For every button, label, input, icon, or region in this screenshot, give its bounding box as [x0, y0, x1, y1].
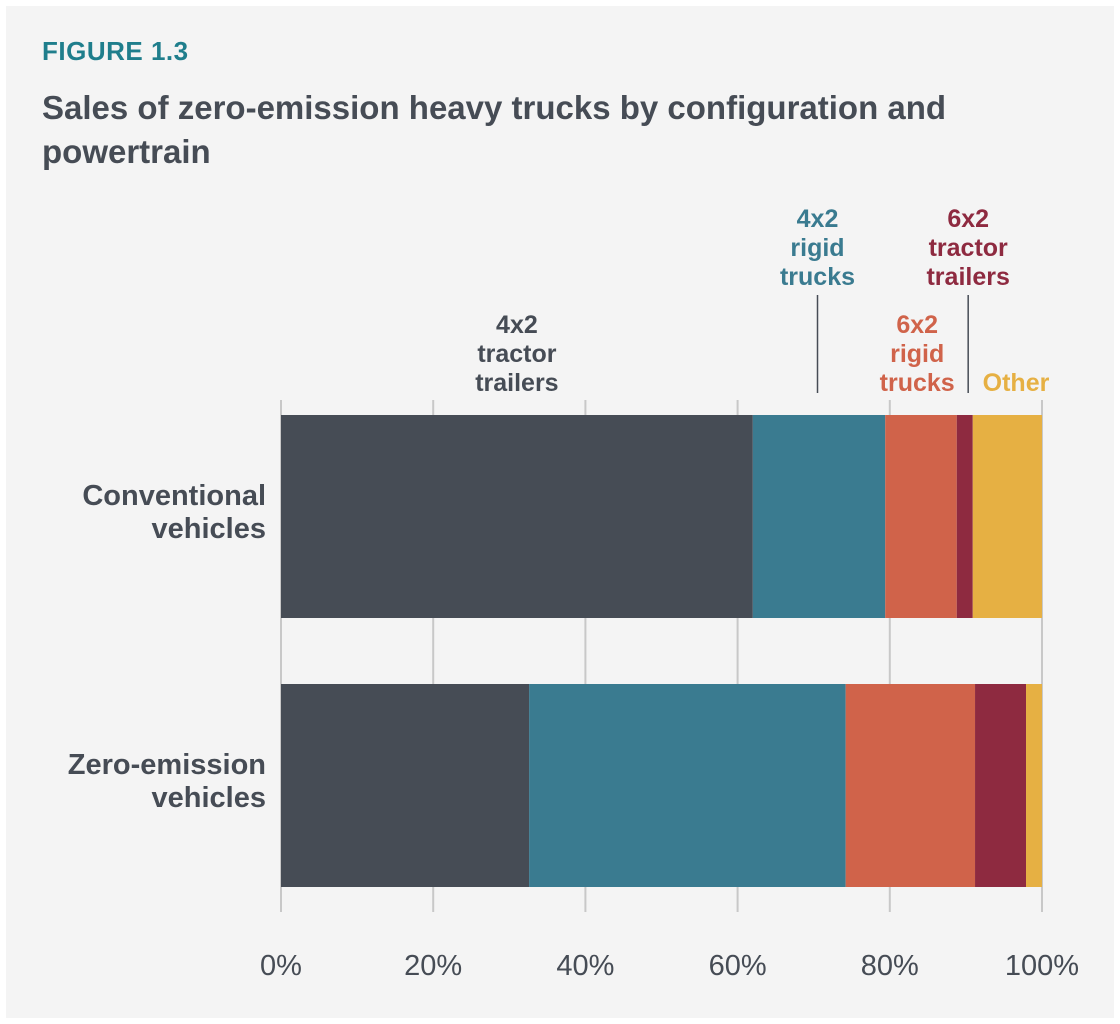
x-tick-label-3: 60% — [709, 950, 767, 982]
category-label-0: Conventional vehicles — [82, 480, 266, 545]
bar-segment-1-2 — [845, 684, 976, 887]
series-label-4: Other — [983, 369, 1050, 397]
x-tick-label-2: 40% — [556, 950, 614, 982]
x-tick-label-5: 100% — [1005, 950, 1079, 982]
series-label-1: 4x2 rigid trucks — [780, 205, 855, 291]
bar-segment-0-0 — [281, 415, 753, 618]
bar-segment-0-4 — [972, 415, 1042, 618]
figure-label: FIGURE 1.3 — [42, 36, 189, 66]
bar-segment-1-3 — [975, 684, 1027, 887]
series-label-3: 6x2 tractor trailers — [926, 205, 1009, 291]
chart-title: Sales of zero-emission heavy trucks by c… — [42, 89, 947, 170]
bar-segment-0-2 — [885, 415, 957, 618]
bar-segment-1-4 — [1026, 684, 1042, 887]
bar-segment-0-1 — [752, 415, 886, 618]
series-label-2: 6x2 rigid trucks — [880, 311, 955, 397]
x-tick-label-1: 20% — [404, 950, 462, 982]
category-label-1: Zero-emission vehicles — [68, 749, 266, 814]
x-tick-label-4: 80% — [861, 950, 919, 982]
bar-segment-0-3 — [956, 415, 973, 618]
x-tick-label-0: 0% — [260, 950, 302, 982]
bar-segment-1-1 — [529, 684, 846, 887]
bar-segment-1-0 — [281, 684, 530, 887]
series-label-0: 4x2 tractor trailers — [475, 311, 558, 397]
